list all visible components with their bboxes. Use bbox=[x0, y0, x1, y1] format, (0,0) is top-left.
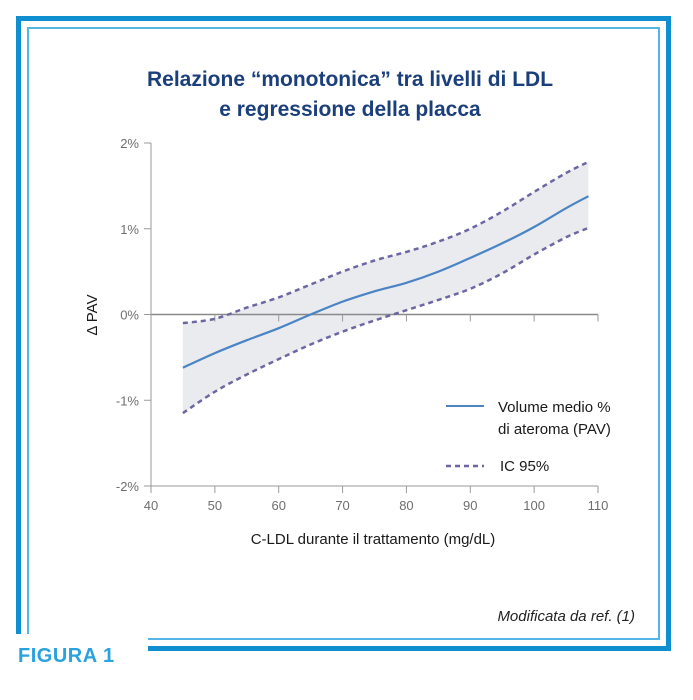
legend-mean-label-line-1: Volume medio % bbox=[498, 399, 611, 416]
mean-pav-line bbox=[182, 195, 589, 369]
y-axis-label: Δ PAV bbox=[84, 294, 101, 335]
line-layer bbox=[182, 160, 589, 415]
figure-label: FIGURA 1 bbox=[18, 645, 115, 667]
y-tick-label: 2% bbox=[120, 136, 139, 151]
inner-frame bbox=[27, 27, 660, 640]
outer-frame bbox=[16, 16, 671, 651]
chart-title-line-1: Relazione “monotonica” tra livelli di LD… bbox=[146, 68, 554, 91]
x-tick-label: 80 bbox=[399, 498, 413, 513]
tick-label-layer: 2% 1% 0% -1% -2% 40 50 60 70 80 90 100 110 bbox=[116, 136, 608, 513]
x-tick-label: 40 bbox=[144, 498, 158, 513]
x-tick-label: 60 bbox=[271, 498, 285, 513]
source-note: Modificata da ref. (1) bbox=[497, 608, 635, 625]
x-tick-label: 90 bbox=[463, 498, 477, 513]
chart-title-line-2: e regressione della placca bbox=[219, 98, 481, 121]
axis-layer bbox=[144, 142, 599, 493]
y-tick-label: 0% bbox=[120, 308, 139, 323]
legend: Volume medio % di ateroma (PAV) IC 95% bbox=[446, 399, 611, 475]
y-tick-label: 1% bbox=[120, 222, 139, 237]
x-tick-label: 100 bbox=[523, 498, 545, 513]
legend-mean-label-line-2: di ateroma (PAV) bbox=[498, 421, 611, 438]
y-tick-label: -2% bbox=[116, 479, 140, 494]
x-tick-label: 50 bbox=[208, 498, 222, 513]
y-tick-label: -1% bbox=[116, 393, 140, 408]
x-tick-label: 110 bbox=[588, 498, 609, 513]
legend-ci-label: IC 95% bbox=[500, 458, 549, 475]
x-tick-label: 70 bbox=[335, 498, 349, 513]
ci-upper-line bbox=[182, 160, 589, 325]
frame-gap bbox=[0, 634, 148, 684]
x-axis-label: C-LDL durante il trattamento (mg/dL) bbox=[251, 531, 496, 548]
